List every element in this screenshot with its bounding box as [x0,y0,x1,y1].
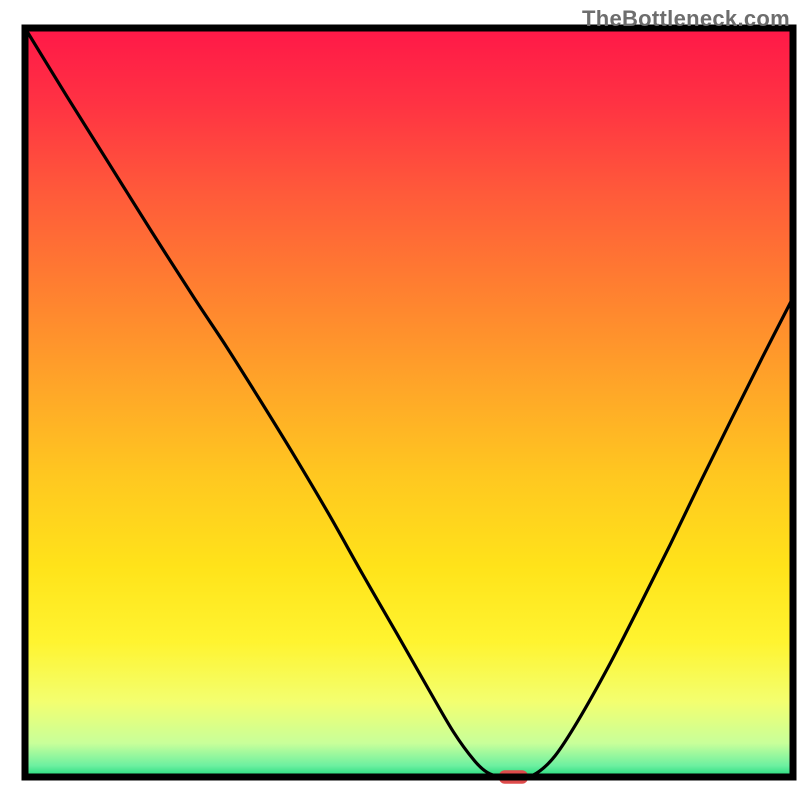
gradient-background [25,28,793,777]
chart-container: TheBottleneck.com [0,0,800,800]
bottleneck-curve-chart [0,0,800,800]
watermark-text: TheBottleneck.com [582,6,790,32]
